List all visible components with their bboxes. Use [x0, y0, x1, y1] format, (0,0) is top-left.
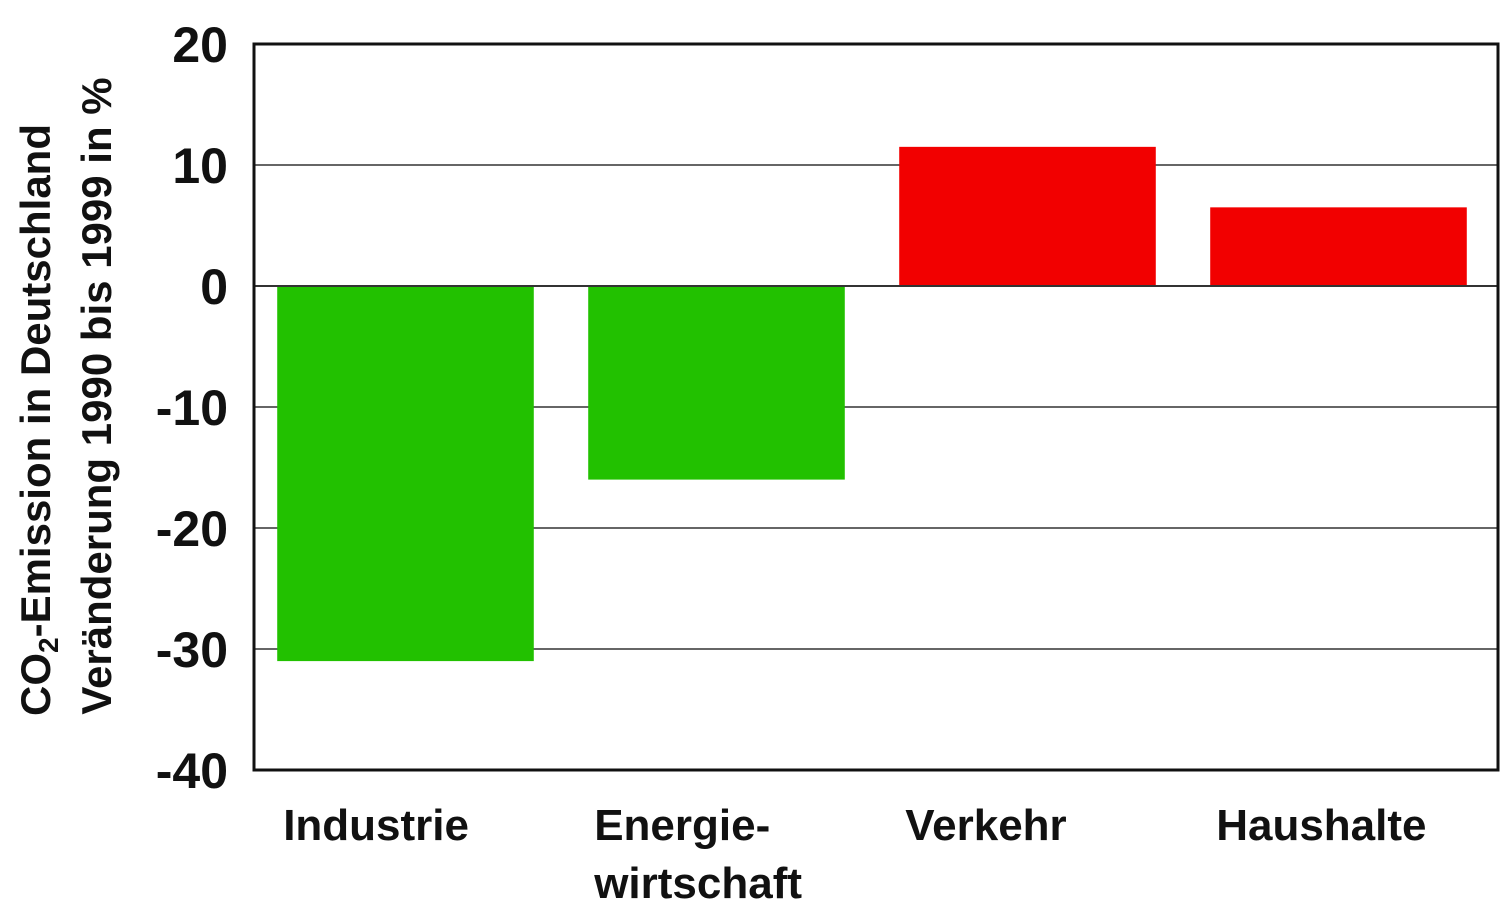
y-tick-label: -20	[156, 501, 228, 557]
y-tick-label: -40	[156, 743, 228, 799]
y-tick-label: -10	[156, 380, 228, 436]
y-axis-label-co: CO	[12, 653, 59, 716]
bars	[277, 146, 1467, 662]
y-axis-label-subscript: 2	[33, 637, 64, 653]
plot-frame	[252, 42, 1500, 772]
y-tick-label: 10	[172, 138, 228, 194]
bar	[1210, 207, 1467, 286]
y-tick-label: 20	[172, 17, 228, 73]
bar	[899, 146, 1156, 286]
x-tick-label: Haushalte	[1216, 801, 1426, 850]
y-axis-label-line2: Veränderung 1990 bis 1999 in %	[73, 77, 120, 714]
bar	[588, 286, 845, 480]
x-tick-label: Verkehr	[905, 801, 1066, 850]
y-axis-label-rest: -Emission in Deutschland	[12, 124, 59, 637]
x-tick-labels: Industrie Energie-wirtschaft Verkehr Hausha…	[283, 801, 1426, 908]
x-tick-label: Energie-wirtschaft	[593, 801, 802, 908]
y-tick-label: -30	[156, 622, 228, 678]
y-tick-label: 0	[200, 259, 228, 315]
bar	[277, 286, 534, 662]
y-axis-label-line1: CO2-Emission in Deutschland	[12, 124, 64, 716]
y-tick-labels: 20 10 0 -10 -20 -30 -40	[156, 17, 228, 799]
x-tick-label: Industrie	[283, 801, 469, 850]
